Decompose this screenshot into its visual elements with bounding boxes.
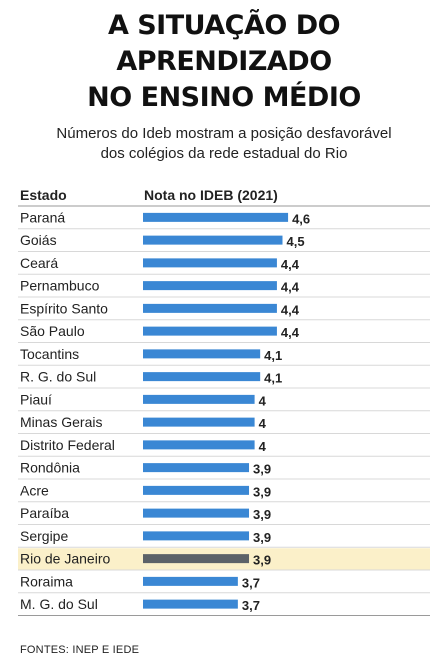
value-label-espirito-santo: 4,4: [281, 302, 300, 317]
state-label-rondonia: Rondônia: [20, 460, 80, 476]
value-label-pernambuco: 4,4: [281, 280, 300, 295]
value-label-sergipe: 3,9: [253, 530, 271, 545]
state-label-acre: Acre: [20, 482, 49, 498]
state-label-rio-de-janeiro: Rio de Janeiro: [20, 551, 110, 567]
state-label-espirito-santo: Espírito Santo: [20, 300, 108, 316]
headline: A SITUAÇÃO DO APRENDIZADO NO ENSINO MÉDI…: [0, 8, 448, 116]
value-label-sao-paulo: 4,4: [281, 325, 300, 340]
state-label-m-g-do-sul: M. G. do Sul: [20, 596, 98, 612]
value-label-paraiba: 3,9: [253, 507, 271, 522]
column-header-score: Nota no IDEB (2021): [144, 187, 278, 203]
value-label-minas-gerais: 4: [259, 416, 267, 431]
subtitle: Números do Ideb mostram a posição desfav…: [20, 124, 428, 164]
state-label-tocantins: Tocantins: [20, 346, 79, 362]
subtitle-line-1: Números do Ideb mostram a posição desfav…: [56, 125, 392, 142]
value-label-rio-de-janeiro: 3,9: [253, 553, 271, 568]
state-label-sergipe: Sergipe: [20, 528, 68, 544]
bar-rondonia: [143, 463, 250, 473]
state-label-pernambuco: Pernambuco: [20, 278, 100, 294]
state-label-r-g-do-sul: R. G. do Sul: [20, 369, 96, 385]
bar-piaui: [143, 394, 255, 404]
bar-roraima: [143, 576, 238, 586]
bar-ceara: [143, 258, 277, 268]
bar-pernambuco: [143, 281, 277, 291]
value-label-r-g-do-sul: 4,1: [264, 371, 282, 386]
bar-parana: [143, 212, 289, 222]
value-label-m-g-do-sul: 3,7: [242, 598, 260, 613]
headline-line-2: APRENDIZADO: [116, 46, 332, 77]
state-label-distrito-federal: Distrito Federal: [20, 437, 115, 453]
headline-line-3: NO ENSINO MÉDIO: [87, 82, 361, 113]
bar-m-g-do-sul: [143, 599, 238, 609]
bar-goias: [143, 235, 283, 245]
state-label-ceara: Ceará: [20, 255, 58, 271]
bar-distrito-federal: [143, 440, 255, 450]
state-label-roraima: Roraima: [20, 573, 73, 589]
value-label-acre: 3,9: [253, 484, 271, 499]
ideb-bar-chart: Paraná 4,6 Goiás 4,5 Ceará 4,4 Pernambuco 4,4 Es…: [18, 205, 430, 616]
state-label-minas-gerais: Minas Gerais: [20, 414, 102, 430]
state-label-goias: Goiás: [20, 232, 57, 248]
value-label-piaui: 4: [259, 393, 267, 408]
state-label-parana: Paraná: [20, 209, 65, 225]
sources-note: FONTES: INEP E IEDE: [20, 644, 140, 656]
bar-sao-paulo: [143, 326, 277, 336]
bar-acre: [143, 485, 250, 495]
bar-sergipe: [143, 531, 250, 541]
bar-espirito-santo: [143, 303, 277, 313]
bar-paraiba: [143, 508, 250, 518]
bar-minas-gerais: [143, 417, 255, 427]
bar-tocantins: [143, 349, 261, 359]
value-label-tocantins: 4,1: [264, 348, 282, 363]
column-header-state: Estado: [20, 187, 67, 203]
headline-line-1: A SITUAÇÃO DO: [107, 10, 341, 41]
value-label-rondonia: 3,9: [253, 462, 271, 477]
value-label-distrito-federal: 4: [259, 439, 267, 454]
state-label-paraiba: Paraíba: [20, 505, 69, 521]
state-label-sao-paulo: São Paulo: [20, 323, 85, 339]
bar-rio-de-janeiro: [143, 554, 250, 564]
state-label-piaui: Piauí: [20, 391, 52, 407]
value-label-ceara: 4,4: [281, 257, 300, 272]
value-label-roraima: 3,7: [242, 575, 260, 590]
value-label-parana: 4,6: [292, 211, 310, 226]
bar-r-g-do-sul: [143, 372, 261, 382]
subtitle-line-2: dos colégios da rede estadual do Rio: [100, 145, 348, 162]
value-label-goias: 4,5: [287, 234, 305, 249]
